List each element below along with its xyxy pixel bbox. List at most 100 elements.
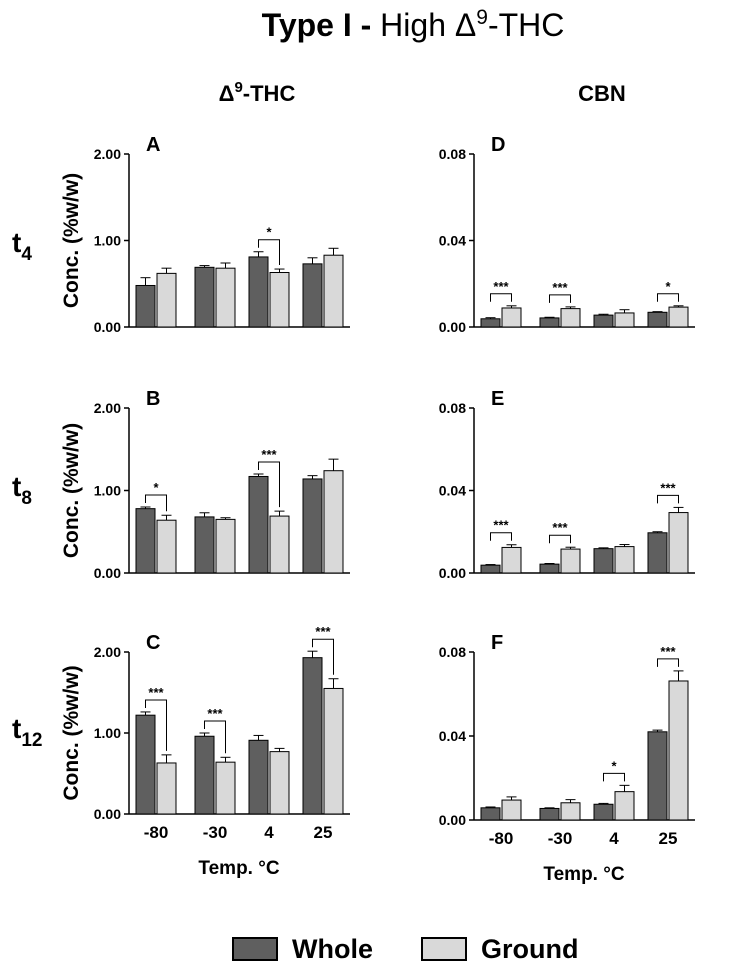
significance-bracket-e-0 [490,532,512,541]
y-tick-label-e-1: 0.04 [439,483,466,499]
bar-e-whole-0 [480,564,501,574]
significance-label-d-0: *** [493,279,509,294]
significance-label-f-1: *** [660,644,676,659]
significance-bracket-c-2 [312,638,334,675]
bar-f-whole-0 [480,807,501,821]
significance-bracket-e-2 [657,494,679,504]
bar-d-whole-2 [593,314,614,328]
significance-label-d-1: *** [552,280,568,295]
row-label-t12-sub: 12 [21,730,42,751]
significance-bracket-d-2 [657,293,679,302]
row-label-t8: t8 [12,471,32,509]
x-axis-label-c: Temp. °C [198,858,279,879]
panel-letter-e: E [491,388,504,410]
y-tick-label-c-1: 1.00 [94,725,121,741]
bar-e-ground-2 [614,546,635,574]
bar-c-ground-3 [323,687,344,815]
legend-swatch-whole [232,937,278,961]
y-tick-label-f-2: 0.08 [439,644,466,660]
bar-e-whole-1 [539,563,560,574]
panel-letter-f: F [491,632,503,654]
bar-a-whole-1 [194,266,215,328]
y-axis-label-b: Conc. (%w/w) [60,423,83,558]
row-label-t8-main: t [12,471,21,502]
x-axis-label-f: Temp. °C [543,864,624,885]
bar-a-ground-1 [215,267,236,328]
panel-c: C 0.00 1.00 2.00 Conc. (%w/w) *** *** *** -80 -30… [60,624,350,879]
bar-a-whole-0 [135,284,156,328]
significance-bracket-d-0 [490,293,512,302]
bar-e-ground-0 [501,546,522,574]
row-label-t12-main: t [12,713,21,744]
bar-b-whole-3 [302,478,323,574]
significance-bracket-f-1 [657,658,679,667]
panel-d: D0.000.040.08*** *** * [439,134,695,335]
significance-label-c-2: *** [315,624,331,639]
bar-d-ground-0 [501,307,522,328]
y-tick-label-c-0: 0.00 [94,806,121,822]
x-tick-label-c-3: 25 [314,823,333,842]
bar-d-whole-1 [539,317,560,328]
row-label-t8-sub: 8 [21,488,32,509]
significance-label-c-0: *** [148,685,164,700]
bar-b-whole-2 [248,475,269,574]
x-tick-label-f-3: 25 [659,829,678,848]
significance-label-e-0: *** [493,518,509,533]
x-tick-label-f-1: -30 [548,829,573,848]
row-label-t4: t4 [12,227,32,265]
bar-b-whole-1 [194,516,215,574]
y-tick-label-f-1: 0.04 [439,728,466,744]
bar-d-whole-3 [647,311,668,328]
bar-a-whole-3 [302,263,323,328]
significance-label-e-2: *** [660,480,676,495]
significance-bracket-d-1 [549,294,571,303]
y-tick-label-b-2: 2.00 [94,400,121,416]
y-tick-label-d-1: 0.04 [439,233,466,249]
bar-c-ground-1 [215,761,236,815]
y-tick-label-a-1: 1.00 [94,233,121,249]
column-header-thc-suffix: -THC [243,81,296,106]
legend-label-whole: Whole [292,934,373,961]
significance-bracket-a-0 [258,239,280,266]
bar-f-ground-2 [614,791,635,821]
column-header-thc: Δ9-THC [219,79,296,106]
x-tick-label-c-0: -80 [144,823,169,842]
x-tick-label-c-2: 4 [264,823,274,842]
y-tick-label-c-2: 2.00 [94,644,121,660]
legend-label-ground: Ground [481,934,578,961]
column-header-thc-sup: 9 [234,79,242,96]
row-label-t4-sub: 4 [21,244,32,265]
bar-d-whole-0 [480,318,501,328]
bar-c-ground-0 [156,762,177,815]
bar-e-ground-1 [560,548,581,574]
panel-letter-c: C [146,632,160,654]
y-tick-label-b-1: 1.00 [94,483,121,499]
figure-title: Type I - High Δ9-THC [262,6,565,43]
bar-e-ground-3 [668,512,689,574]
bar-b-whole-0 [135,508,156,574]
panel-letter-d: D [491,134,505,156]
bar-c-whole-0 [135,714,156,815]
bar-c-whole-1 [194,735,215,815]
panel-e: E 0.00 0.04 0.08 *** *** *** [439,388,695,581]
row-label-t12: t12 [12,713,42,751]
bar-d-ground-1 [560,308,581,328]
panel-a: A 0.00 1.00 2.00 Conc. (%w/w) * [60,134,350,335]
y-axis-label-a: Conc. (%w/w) [60,173,83,308]
bar-b-ground-1 [215,518,236,574]
significance-bracket-c-0 [145,699,167,751]
bar-e-whole-2 [593,548,614,574]
y-tick-label-a-2: 2.00 [94,146,121,162]
bar-f-whole-2 [593,803,614,821]
bar-a-ground-3 [323,254,344,328]
bar-c-whole-3 [302,657,323,815]
significance-label-d-2: * [665,279,671,294]
x-tick-label-c-1: -30 [203,823,228,842]
y-axis-label-c: Conc. (%w/w) [60,665,83,800]
bar-f-ground-0 [501,799,522,821]
bar-c-whole-2 [248,739,269,815]
figure-title-bold: Type I - [262,7,381,43]
